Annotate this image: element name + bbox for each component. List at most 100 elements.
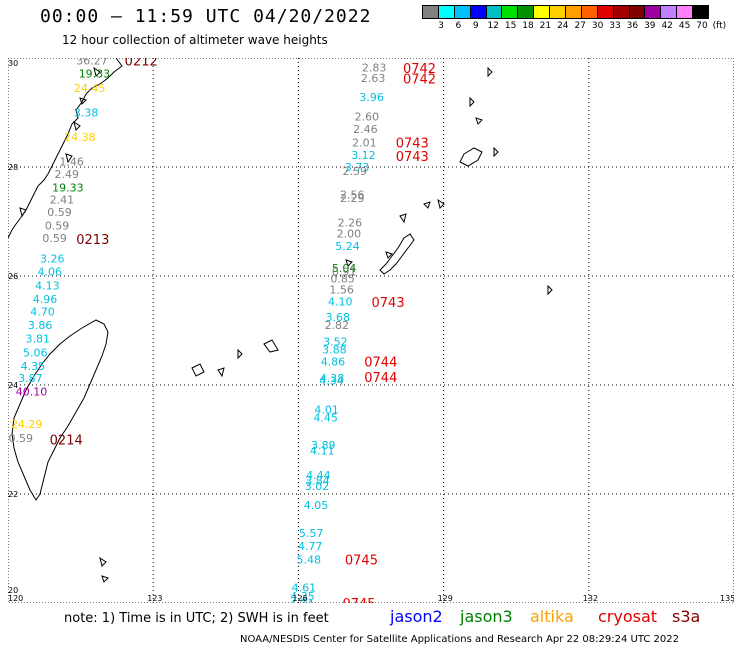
wave-height-value: 24.29: [11, 418, 43, 431]
color-scale-label: (ft): [712, 21, 727, 31]
wave-height-value: 19.33: [52, 182, 84, 195]
wave-height-value: 2.63: [361, 72, 386, 85]
latitude-label: 20: [8, 586, 18, 595]
wave-height-value: 2.29: [340, 192, 365, 205]
color-scale-label: 3: [438, 21, 444, 31]
color-swatch: [549, 5, 567, 19]
wave-height-value: 4.61: [292, 582, 317, 595]
coastlines: [8, 58, 553, 583]
footer-note: note: 1) Time is in UTC; 2) SWH is in fe…: [64, 611, 329, 626]
wave-height-value: 0.59: [42, 232, 67, 245]
color-scale-label: 9: [472, 21, 479, 31]
color-scale-label: 45: [678, 21, 691, 31]
china-coast: [8, 58, 123, 239]
wave-height-value: 0.85: [330, 273, 355, 286]
color-scale-label: 21: [539, 21, 552, 31]
wave-height-value: 4.44: [306, 469, 331, 482]
wave-height-value: 4.01: [314, 404, 339, 417]
wave-height-value: 4.34: [319, 375, 344, 388]
color-swatch: [644, 5, 662, 19]
longitude-label: 129: [438, 594, 453, 603]
color-scale-label: 30: [591, 21, 604, 31]
footer-credit: NOAA/NESDIS Center for Satellite Applica…: [240, 634, 679, 645]
wave-height-value: 0.59: [45, 219, 70, 232]
wave-height-observations: 36.2719.3324.453.3824.381.462.4919.332.4…: [9, 58, 387, 603]
color-scale-labels: 3 6 9 12 15 18 21 24 27 30 33 36 39 42 45 70 (ft): [422, 21, 740, 33]
wave-height-value: 19.33: [79, 67, 111, 80]
wave-height-value: 3.81: [25, 333, 50, 346]
wave-height-value: 4.13: [35, 279, 60, 292]
wave-height-value: 3.87: [18, 372, 43, 385]
color-swatch: [676, 5, 694, 19]
longitude-label: 132: [583, 594, 598, 603]
page-title: 00:00 – 11:59 UTC 04/20/2022: [40, 6, 372, 27]
latitude-label: 22: [8, 490, 18, 499]
lat-lon-grid: [8, 58, 734, 603]
wave-height-value: 4.38: [320, 372, 345, 385]
color-scale-label: 27: [574, 21, 586, 31]
ryukyu-islands: [99, 66, 553, 583]
wave-height-value: 5.48: [297, 553, 322, 566]
wave-height-value: 3.84: [305, 474, 330, 487]
wave-height-value: 2.00: [337, 227, 362, 240]
wave-height-value: 3.38: [74, 107, 99, 120]
wave-height-value: 2.60: [355, 110, 380, 123]
latitude-label: 26: [8, 272, 18, 281]
color-swatch: [517, 5, 535, 19]
color-scale-label: 18: [522, 21, 534, 31]
page-subtitle: 12 hour collection of altimeter wave hei…: [62, 33, 328, 47]
wave-height-value: 24.38: [64, 131, 96, 144]
color-scale-label: 36: [626, 21, 639, 31]
wave-height-value: 3.73: [345, 161, 370, 174]
color-scale-label: 24: [557, 21, 569, 31]
pass-time-label: 0744: [364, 371, 397, 386]
color-swatch: [501, 5, 519, 19]
longitude-label: 123: [147, 594, 162, 603]
color-swatch: [453, 5, 471, 19]
latitude-label: 28: [8, 163, 18, 172]
wave-height-value: 2.41: [50, 194, 75, 207]
color-swatch: [565, 5, 582, 19]
wave-height-value: 36.27: [76, 58, 108, 68]
longitude-label: 135: [720, 594, 734, 603]
wave-height-value: 2.46: [353, 123, 378, 136]
wave-height-value: 5.04: [332, 262, 357, 275]
latitude-label: 24: [8, 381, 18, 390]
wave-height-value: 2.82: [325, 319, 350, 332]
wave-height-value: 24.45: [74, 82, 106, 95]
wave-height-value: 2.59: [342, 165, 367, 178]
wave-height-value: 4.10: [328, 296, 353, 309]
wave-height-value: 2.26: [338, 217, 363, 230]
wave-height-value: 3.88: [322, 344, 347, 357]
color-swatch: [692, 5, 710, 19]
longitude-label: 126: [292, 594, 307, 603]
color-scale-label: 12: [487, 21, 499, 31]
wave-height-value: 3.12: [351, 149, 376, 162]
legend-item-jason3: jason3: [460, 607, 513, 626]
legend-item-s3a: s3a: [672, 607, 701, 626]
latitude-label: 30: [8, 59, 18, 68]
color-scale-label: 42: [661, 21, 673, 31]
pass-time-label: 0213: [76, 233, 109, 248]
legend-item-altika: altika: [530, 607, 574, 626]
wave-height-value: 4.77: [298, 540, 323, 553]
wave-height-value: 3.89: [311, 439, 336, 452]
wave-height-value: 3.96: [359, 91, 384, 104]
wave-height-value: 0.91: [332, 266, 357, 279]
wave-height-value: 2.49: [55, 168, 80, 181]
okinawa-outline: [379, 233, 415, 275]
color-swatch: [485, 5, 503, 19]
color-swatch: [533, 5, 551, 19]
pass-time-label: 0212: [125, 58, 158, 70]
wave-height-value: 1.46: [59, 156, 83, 169]
wave-height-value: 4.86: [321, 356, 346, 369]
wave-height-value: 4.45: [313, 412, 338, 425]
color-scale-label: 39: [644, 21, 656, 31]
wave-height-value: 3.26: [40, 253, 64, 266]
wave-height-map: 36.2719.3324.453.3824.381.462.4919.332.4…: [8, 58, 734, 603]
wave-height-value: 5.06: [23, 346, 48, 359]
longitude-label: 120: [8, 594, 23, 603]
color-swatch: [628, 5, 646, 19]
wave-height-value: 4.06: [38, 266, 63, 279]
wave-height-value: 4.96: [33, 293, 58, 306]
